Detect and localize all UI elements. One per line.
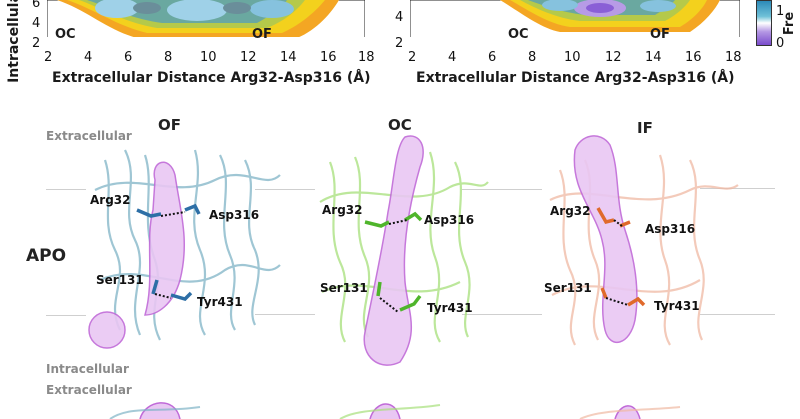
- right-xtick: 2: [408, 50, 417, 65]
- oc-arg32-label: Arg32: [322, 203, 363, 217]
- left-plot: Intracellula 6 4 2 OC OF 2 4 6 8 10 12 1…: [0, 0, 380, 100]
- left-oc-label: OC: [55, 27, 76, 42]
- left-xtick: 8: [164, 50, 173, 65]
- left-xticks: 2 4 6 8 10 12 14 16 18: [0, 50, 380, 66]
- left-xtick: 18: [358, 50, 375, 65]
- right-ytick-4: 4: [395, 10, 404, 25]
- intracellular-label: Intracellular: [46, 362, 129, 376]
- left-xtick: 14: [280, 50, 297, 65]
- extracellular-label: Extracellular: [46, 129, 132, 143]
- left-xlabel: Extracellular Distance Arg32-Asp316 (Å): [52, 70, 371, 86]
- right-ytick-2: 2: [395, 36, 404, 51]
- panel-title-oc: OC: [388, 116, 412, 134]
- right-xtick: 18: [725, 50, 742, 65]
- colorbar-label: Fre: [782, 11, 798, 36]
- right-xtick: 10: [564, 50, 581, 65]
- if-ser131-label: Ser131: [544, 281, 592, 295]
- extracellular-label-next: Extracellular: [46, 383, 132, 397]
- left-heatmap: [47, 0, 365, 46]
- left-xtick: 10: [200, 50, 217, 65]
- right-of-label: OF: [650, 27, 670, 42]
- panel-title-if: IF: [637, 119, 653, 137]
- left-xtick: 16: [320, 50, 337, 65]
- right-xtick: 16: [685, 50, 702, 65]
- left-of-label: OF: [252, 27, 272, 42]
- colorbar-tick-0: 0: [776, 36, 785, 51]
- left-xtick: 12: [240, 50, 257, 65]
- if-tyr431-label: Tyr431: [654, 299, 700, 313]
- right-xtick: 14: [645, 50, 662, 65]
- if-asp316-label: Asp316: [645, 222, 696, 236]
- left-ytick-6: 6: [32, 0, 41, 11]
- left-xtick: 6: [124, 50, 133, 65]
- left-xtick: 2: [44, 50, 53, 65]
- of-asp316-label: Asp316: [209, 208, 260, 222]
- oc-asp316-label: Asp316: [424, 213, 475, 227]
- right-xtick: 8: [528, 50, 537, 65]
- right-xtick: 4: [448, 50, 457, 65]
- panel-title-of: OF: [158, 116, 181, 134]
- colorbar: [756, 0, 772, 46]
- left-xtick: 4: [84, 50, 93, 65]
- oc-ser131-label: Ser131: [320, 281, 368, 295]
- right-plot: 4 2 OC OF 2 4 6 8 10 12 14 16 18 Extrace…: [380, 0, 800, 100]
- if-arg32-label: Arg32: [550, 204, 591, 218]
- structure-if: [549, 135, 739, 346]
- next-row-structures: [109, 402, 681, 419]
- apo-row-label: APO: [26, 246, 67, 266]
- right-xtick: 6: [488, 50, 497, 65]
- right-oc-label: OC: [508, 27, 529, 42]
- right-heatmap: [410, 0, 740, 46]
- right-xlabel: Extracellular Distance Arg32-Asp316 (Å): [416, 70, 735, 86]
- right-xtick: 12: [605, 50, 622, 65]
- right-xticks: 2 4 6 8 10 12 14 16 18: [380, 50, 800, 66]
- of-arg32-label: Arg32: [90, 193, 131, 207]
- structure-oc: [319, 135, 489, 366]
- oc-tyr431-label: Tyr431: [427, 301, 473, 315]
- structure-of: [88, 149, 281, 349]
- left-ytick-4: 4: [32, 16, 41, 31]
- colorbar-tick-1: 1: [776, 4, 785, 19]
- of-ser131-label: Ser131: [96, 273, 144, 287]
- of-tyr431-label: Tyr431: [197, 295, 243, 309]
- left-ylabel: Intracellula: [6, 0, 22, 83]
- left-ytick-2: 2: [32, 36, 41, 51]
